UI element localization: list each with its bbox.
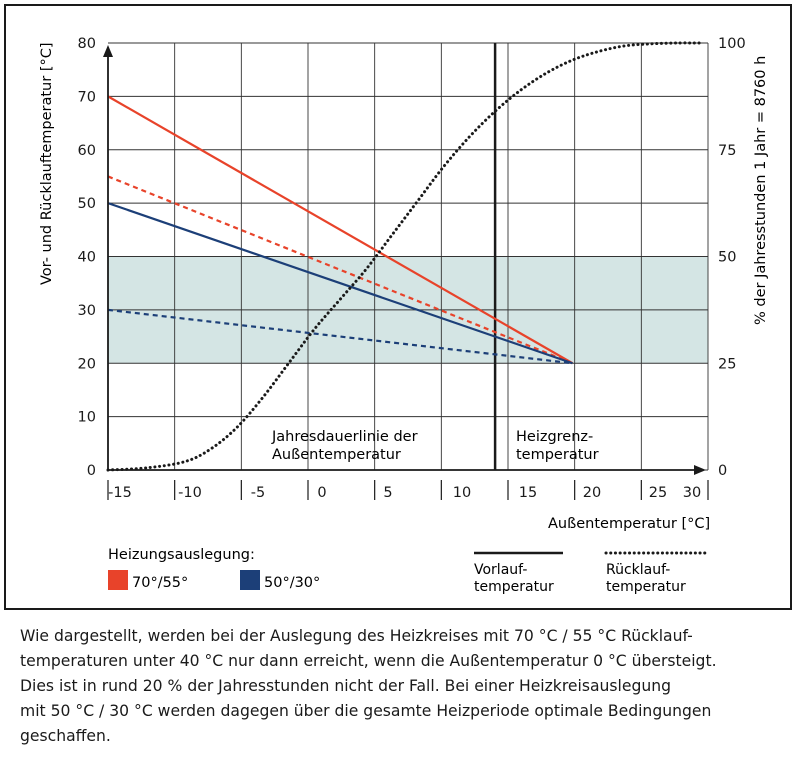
- y-left-tick-40: 40: [78, 250, 96, 266]
- caption: Wie dargestellt, werden bei der Auslegun…: [20, 624, 780, 749]
- y-right-tick-75: 75: [718, 143, 736, 159]
- series-group: [106, 41, 704, 472]
- annotation-heizgrenz-2: temperatur: [516, 447, 599, 463]
- caption-line-4: mit 50 °C / 30 °C werden dagegen über di…: [20, 702, 712, 720]
- x-tick-20: 20: [583, 485, 601, 501]
- y-right-tick-50: 50: [718, 250, 736, 266]
- caption-line-5: geschaffen.: [20, 727, 111, 745]
- legend-item-red: 70°/55°: [132, 575, 188, 591]
- y-left-tick-50: 50: [78, 196, 96, 212]
- y-left-tick-0: 0: [87, 463, 96, 479]
- x-tick--15: -15: [108, 485, 132, 501]
- y-left-tick-20: 20: [78, 356, 96, 372]
- jahresdauerlinie-curve: [106, 41, 704, 472]
- legend-ruecklauf-2: temperatur: [606, 579, 686, 595]
- y-right-tick-100: 100: [718, 36, 746, 52]
- y-right-axis-label: % der Jahresstunden 1 Jahr = 8760 h: [753, 56, 769, 325]
- annotation-heizgrenz-1: Heizgrenz-: [516, 429, 593, 445]
- y-left-tick-70: 70: [78, 89, 96, 105]
- y-left-tick-60: 60: [78, 143, 96, 159]
- caption-line-3: Dies ist in rund 20 % der Jahresstunden …: [20, 677, 672, 695]
- legend-ruecklauf-1: Rücklauf-: [606, 562, 670, 578]
- annotation-jahresdauerlinie-2: Außentemperatur: [272, 447, 401, 463]
- series-line-1: [107, 95, 574, 365]
- x-axis-arrow: [694, 465, 706, 475]
- series-line-2: [107, 175, 573, 365]
- legend-swatch-blue: [240, 570, 260, 590]
- x-tick--5: -5: [251, 485, 265, 501]
- x-tick-5: 5: [383, 485, 392, 501]
- x-tick-25: 25: [649, 485, 667, 501]
- grid: [108, 42, 709, 471]
- x-tick-15: 15: [519, 485, 537, 501]
- legend-vorlauf-2: temperatur: [474, 579, 554, 595]
- x-tick--10: -10: [178, 485, 202, 501]
- y-left-tick-30: 30: [78, 303, 96, 319]
- legend-swatch-red: [108, 570, 128, 590]
- y-left-tick-80: 80: [78, 36, 96, 52]
- y-right-tick-0: 0: [718, 463, 727, 479]
- x-axis-label: Außentemperatur [°C]: [548, 516, 710, 532]
- heating-chart: 0 10 20 30 40 50 60 70 80 0 25 50 75 100 -15 -10 -5 0 5 10 1…: [39, 36, 769, 595]
- x-tick-0: 0: [317, 485, 326, 501]
- caption-line-1: Wie dargestellt, werden bei der Auslegun…: [20, 627, 693, 645]
- caption-line-2: temperaturen unter 40 °C nur dann erreic…: [20, 652, 717, 670]
- y-left-tick-10: 10: [78, 410, 96, 426]
- annotation-jahresdauerlinie-1: Jahresdauerlinie der: [271, 429, 418, 445]
- axes: [103, 45, 706, 475]
- legend-item-blue: 50°/30°: [264, 575, 320, 591]
- legend-vorlauf-1: Vorlauf-: [474, 562, 527, 578]
- y-right-tick-25: 25: [718, 356, 736, 372]
- series-line-3: [107, 202, 573, 365]
- series-line-4: [107, 308, 573, 365]
- x-tick-30: 30: [683, 485, 701, 501]
- y-left-axis-label: Vor- und Rücklauftemperatur [°C]: [39, 42, 55, 285]
- legend-title: Heizungsauslegung:: [108, 547, 255, 563]
- tick-labels: 0 10 20 30 40 50 60 70 80 0 25 50 75 100 -15 -10 -5 0 5 10 1…: [78, 36, 746, 501]
- y-axis-arrow: [103, 45, 113, 57]
- chart-frame: [4, 4, 792, 610]
- x-tick-10: 10: [453, 485, 471, 501]
